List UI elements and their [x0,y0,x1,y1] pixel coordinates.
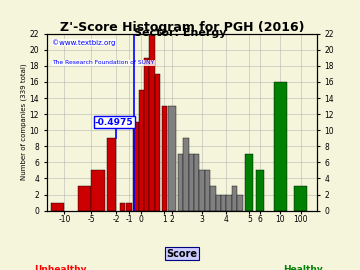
Title: Z'-Score Histogram for PGH (2016): Z'-Score Histogram for PGH (2016) [59,21,304,34]
Text: The Research Foundation of SUNY: The Research Foundation of SUNY [52,60,154,65]
Bar [126,202,132,211]
Text: Score: Score [166,249,197,259]
Bar [245,154,253,211]
Bar [139,90,144,211]
Bar [205,170,210,211]
Text: Unhealthy: Unhealthy [34,265,86,270]
Bar [91,170,105,211]
Bar [216,194,221,211]
Bar [294,187,307,211]
Bar [144,58,149,211]
Y-axis label: Number of companies (339 total): Number of companies (339 total) [20,64,27,180]
Bar [199,170,205,211]
Bar [274,82,287,211]
Bar [149,34,155,211]
Bar [162,106,167,211]
Bar [256,170,264,211]
Bar [168,106,176,211]
Bar [183,138,189,211]
Bar [189,154,194,211]
Text: Healthy: Healthy [283,265,323,270]
Text: ©www.textbiz.org: ©www.textbiz.org [52,39,116,46]
Text: Sector: Energy: Sector: Energy [134,28,226,38]
Bar [120,202,125,211]
Bar [237,194,243,211]
Text: -0.4975: -0.4975 [95,118,134,127]
Bar [178,154,183,211]
Bar [210,187,216,211]
Bar [107,138,116,211]
Bar [51,202,64,211]
Bar [155,74,160,211]
Bar [232,187,237,211]
Bar [221,194,226,211]
Bar [78,187,91,211]
Bar [133,122,139,211]
Bar [226,194,232,211]
Bar [194,154,199,211]
